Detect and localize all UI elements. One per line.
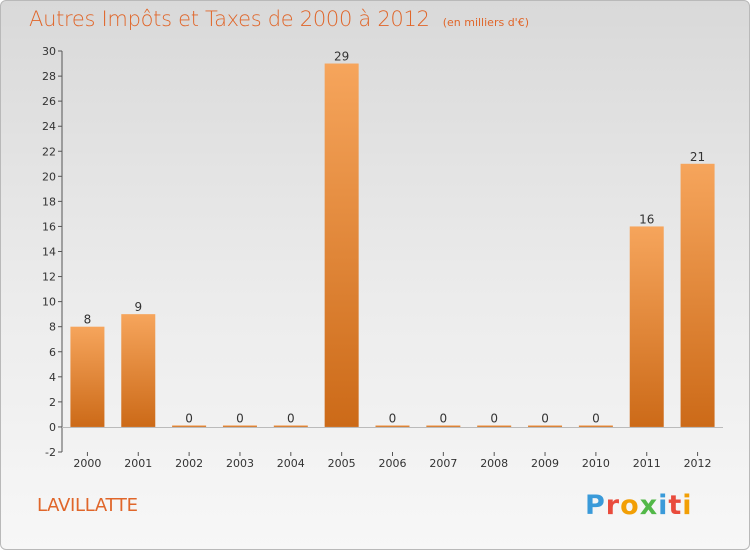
bar-2010 xyxy=(578,425,613,427)
bar-2007 xyxy=(426,425,461,427)
data-label-2008: 0 xyxy=(490,411,498,425)
x-tick-label: 2008 xyxy=(480,457,508,470)
y-tick-label: 8 xyxy=(49,321,56,334)
x-tick-label: 2011 xyxy=(633,457,661,470)
data-label-2007: 0 xyxy=(440,411,448,425)
x-tick-label: 2010 xyxy=(582,457,610,470)
x-tick-label: 2003 xyxy=(226,457,254,470)
x-tick-label: 2002 xyxy=(175,457,203,470)
y-tick-label: 10 xyxy=(42,296,56,309)
y-tick-label: 28 xyxy=(42,70,56,83)
data-label-2012: 21 xyxy=(690,150,705,164)
bar-2006 xyxy=(375,425,410,427)
chart-title: Autres Impôts et Taxes de 2000 à 2012 xyxy=(29,7,430,31)
x-tick-label: 2007 xyxy=(429,457,457,470)
chart-bars xyxy=(70,63,715,427)
data-label-2003: 0 xyxy=(236,411,244,425)
y-tick-label: 6 xyxy=(49,346,56,359)
data-label-2009: 0 xyxy=(541,411,549,425)
y-tick-label: 22 xyxy=(42,145,56,158)
data-label-2011: 16 xyxy=(639,212,654,226)
x-tick-label: 2006 xyxy=(379,457,407,470)
y-tick-label: 4 xyxy=(49,371,56,384)
data-label-2006: 0 xyxy=(389,411,397,425)
data-label-2004: 0 xyxy=(287,411,295,425)
y-tick-label: 18 xyxy=(42,195,56,208)
bar-2003 xyxy=(222,425,257,427)
x-tick-label: 2009 xyxy=(531,457,559,470)
y-tick-label: 30 xyxy=(42,45,56,58)
bar-2009 xyxy=(528,425,563,427)
bar-2004 xyxy=(273,425,308,427)
x-tick-label: 2001 xyxy=(124,457,152,470)
chart-title-block: Autres Impôts et Taxes de 2000 à 2012 (e… xyxy=(29,7,529,31)
data-label-2002: 0 xyxy=(185,411,193,425)
place-name: LAVILLATTE xyxy=(37,495,138,516)
data-label-2005: 29 xyxy=(334,50,349,64)
data-label-2000: 8 xyxy=(84,313,92,327)
data-label-2010: 0 xyxy=(592,411,600,425)
x-tick-label: 2004 xyxy=(277,457,305,470)
bar-2012 xyxy=(680,163,715,427)
bar-2005 xyxy=(324,63,359,427)
y-tick-label: 26 xyxy=(42,95,56,108)
y-tick-label: 16 xyxy=(42,220,56,233)
bar-2000 xyxy=(70,326,105,427)
chart-labels: 8 9 0 0 0 29 0 0 0 0 0 16 21 xyxy=(84,50,706,426)
brand-logo: Proxiti xyxy=(585,490,693,521)
bar-2008 xyxy=(477,425,512,427)
bar-2011 xyxy=(629,226,664,427)
x-tick-label: 2012 xyxy=(684,457,712,470)
y-tick-label: 0 xyxy=(49,421,56,434)
y-tick-label: 2 xyxy=(49,396,56,409)
bar-2001 xyxy=(121,314,156,427)
y-tick-label: 12 xyxy=(42,271,56,284)
y-tick-label: 20 xyxy=(42,170,56,183)
x-tick-label: 2005 xyxy=(328,457,356,470)
bar-2002 xyxy=(172,425,207,427)
data-label-2001: 9 xyxy=(134,300,142,314)
y-tick-label: -2 xyxy=(45,446,56,459)
y-tick-label: 14 xyxy=(42,246,56,259)
chart-subtitle: (en milliers d'€) xyxy=(442,16,529,29)
y-tick-label: 24 xyxy=(42,120,56,133)
x-tick-label: 2000 xyxy=(73,457,101,470)
